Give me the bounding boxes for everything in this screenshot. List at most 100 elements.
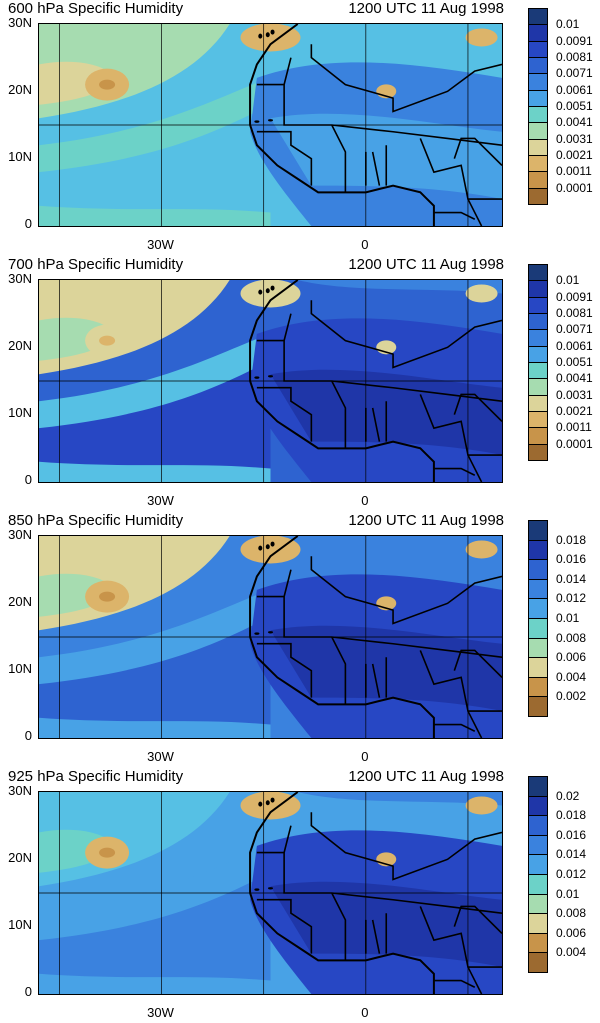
- sahara-band: [297, 24, 502, 38]
- island-2: [265, 32, 270, 38]
- colorbar-swatch: [528, 378, 548, 396]
- colorbar-swatch: [528, 427, 548, 445]
- coastline: [249, 280, 435, 482]
- colorbar-label: 0.0091: [556, 289, 593, 304]
- lon-label: 0: [361, 493, 369, 508]
- sahara-band: [297, 280, 502, 294]
- colorbar-swatch: [528, 24, 548, 42]
- lon-label: 30W: [147, 237, 174, 252]
- colorbar-label: 0.01: [556, 17, 580, 32]
- island-3: [270, 541, 275, 547]
- colorbar-label: 0.004: [556, 945, 587, 960]
- colorbar: 0.018 0.016 0.014 0.012 0.01 0.008 0.006 0.004 0…: [528, 520, 592, 717]
- colorbar-label: 0.0061: [556, 82, 593, 97]
- map-area: [38, 791, 503, 995]
- lon-label: 0: [361, 749, 369, 764]
- colorbar-swatch: [528, 815, 548, 836]
- island-1: [258, 289, 263, 295]
- gambia-mark-1: [254, 120, 260, 123]
- colorbar-label: 0.002: [556, 689, 587, 704]
- lat-label: 10N: [8, 149, 32, 164]
- lat-label: 20N: [8, 338, 32, 353]
- colorbar-swatch: [528, 280, 548, 298]
- sahara-band: [297, 536, 502, 550]
- dry-blob-northeast: [465, 540, 498, 559]
- colorbar-swatch: [528, 598, 548, 619]
- colorbar-swatch: [528, 89, 548, 107]
- colorbar-label: 0.006: [556, 650, 587, 665]
- colorbar-label: 0.0051: [556, 355, 593, 369]
- colorbar-label: 0.012: [556, 867, 587, 881]
- colorbar: 0.02 0.018 0.016 0.014 0.012 0.01 0.008 0.006 0.…: [528, 776, 592, 973]
- colorbar-swatch: [528, 696, 548, 717]
- colorbar-label: 0.0001: [556, 180, 593, 195]
- colorbar-swatch: [528, 657, 548, 678]
- colorbar-label: 0.0091: [556, 33, 593, 48]
- panel-1: 600 hPa Specific Humidity 1200 UTC 11 Aug…: [0, 0, 600, 255]
- lon-label: 30W: [147, 493, 174, 508]
- colorbar-label: 0.018: [556, 808, 587, 823]
- island-3: [270, 797, 275, 803]
- colorbar-label: 0.0041: [556, 115, 593, 130]
- panel-title: 925 hPa Specific Humidity: [8, 768, 184, 785]
- lat-label: 0: [24, 728, 32, 743]
- colorbar-label: 0.02: [556, 788, 580, 803]
- colorbar-swatch: [528, 40, 548, 58]
- panel-date: 1200 UTC 11 Aug 1998: [348, 0, 504, 17]
- humidity-field: [39, 24, 502, 226]
- panel-title: 600 hPa Specific Humidity: [8, 0, 184, 17]
- gambia-mark-1: [254, 376, 260, 379]
- colorbar-label: 0.016: [556, 552, 587, 567]
- dry-blob-west-core: [99, 591, 116, 602]
- colorbar-label: 0.01: [556, 611, 580, 625]
- colorbar-swatch: [528, 329, 548, 347]
- ocean-moist-core: [39, 104, 271, 213]
- colorbar-label: 0.0021: [556, 148, 593, 162]
- colorbar-swatch: [528, 795, 548, 817]
- panel-title: 700 hPa Specific Humidity: [8, 256, 184, 273]
- lat-label: 20N: [8, 850, 32, 865]
- gambia-mark-2: [268, 631, 273, 634]
- colorbar-label: 0.0071: [556, 66, 593, 81]
- colorbar-label: 0.0081: [556, 306, 593, 320]
- island-1: [258, 545, 263, 551]
- island-1: [258, 33, 263, 39]
- colorbar-label: 0.0061: [556, 338, 593, 353]
- lon-label: 0: [361, 1005, 369, 1020]
- colorbar-swatch: [528, 776, 548, 797]
- map-area: [38, 535, 503, 739]
- colorbar-label: 0.01: [556, 273, 580, 288]
- colorbar-swatch: [528, 345, 548, 363]
- colorbar-swatch: [528, 155, 548, 173]
- dry-blob-north: [240, 536, 301, 564]
- ocean-moist-core: [39, 360, 271, 469]
- map-area: [38, 23, 503, 227]
- colorbar-swatch: [528, 578, 548, 600]
- lat-label: 0: [24, 984, 32, 999]
- humidity-field: [39, 280, 502, 482]
- panel-title: 850 hPa Specific Humidity: [8, 512, 184, 529]
- dry-blob-north: [240, 24, 301, 52]
- lat-label: 30N: [8, 15, 32, 30]
- colorbar-label: 0.0011: [556, 164, 592, 179]
- colorbar: 0.01 0.0091 0.0081 0.0071 0.0061 0.0051 0.0041…: [528, 8, 593, 205]
- colorbar-swatch: [528, 893, 548, 915]
- sahara-band: [297, 792, 502, 806]
- colorbar-label: 0.008: [556, 906, 587, 921]
- dry-blob-west-core: [99, 79, 116, 90]
- island-3: [270, 285, 275, 291]
- lat-label: 10N: [8, 405, 32, 420]
- colorbar-label: 0.0031: [556, 131, 593, 146]
- panel-2: 700 hPa Specific Humidity 1200 UTC 11 Aug…: [0, 256, 600, 511]
- colorbar-swatch: [528, 411, 548, 429]
- colorbar-swatch: [528, 187, 548, 205]
- coastline: [249, 24, 435, 226]
- dry-blob-northeast: [465, 796, 498, 815]
- colorbar-swatch: [528, 520, 548, 541]
- lat-label: 0: [24, 472, 32, 487]
- panel-3: 850 hPa Specific Humidity 1200 UTC 11 Aug…: [0, 512, 600, 767]
- humidity-field: [39, 536, 502, 738]
- dry-blob-northeast: [465, 28, 498, 47]
- dry-blob-west-core: [99, 335, 116, 346]
- colorbar-label: 0.018: [556, 532, 587, 547]
